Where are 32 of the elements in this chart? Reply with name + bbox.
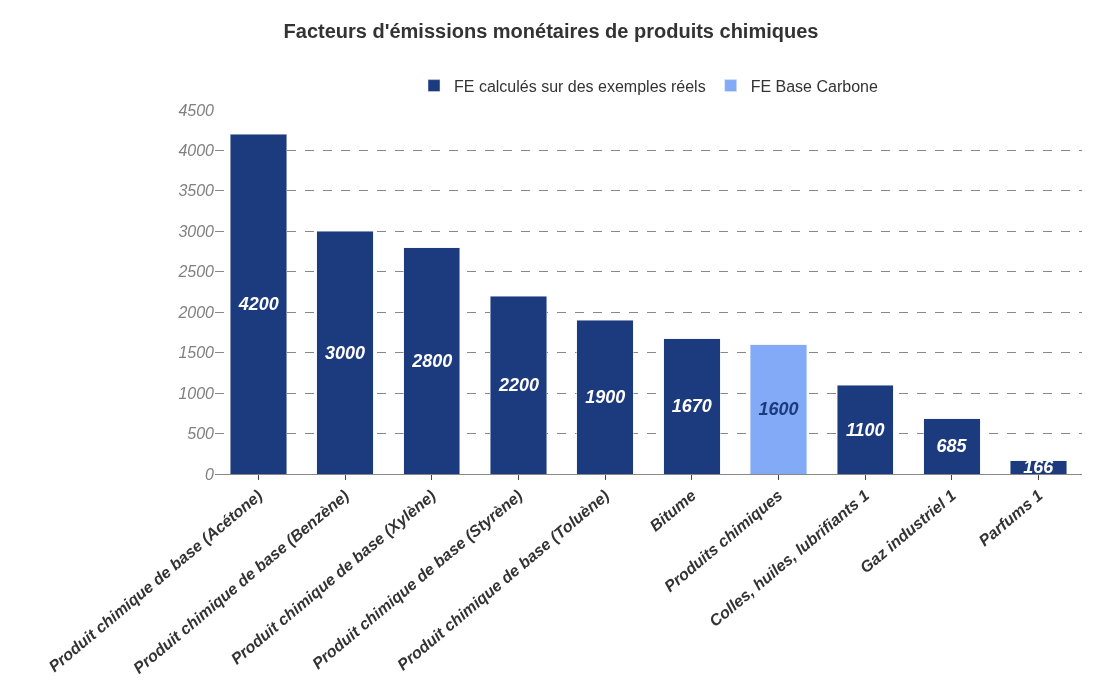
y-tick-label: 3000: [178, 222, 215, 240]
y-tick-label: 2000: [177, 303, 215, 321]
data-label: 685: [936, 436, 968, 457]
bar: [316, 231, 374, 474]
data-label: 1900: [585, 387, 626, 408]
y-tick-label: 500: [187, 425, 215, 443]
y-tick-label: 3500: [178, 182, 215, 200]
data-label: 1100: [845, 419, 885, 440]
bar: [490, 295, 547, 474]
legend-label: FE calculés sur des exemples réels: [454, 77, 706, 95]
bar: [923, 418, 981, 474]
data-label: 2200: [497, 375, 539, 396]
bar: [836, 384, 894, 474]
y-tick-label: 2500: [177, 263, 215, 281]
y-tick-label: 1000: [178, 384, 215, 402]
legend-label: FE Base Carbone: [750, 77, 878, 95]
y-tick-label: 1500: [178, 344, 215, 362]
data-label: 166: [1023, 457, 1055, 478]
bar: [750, 344, 807, 474]
y-tick-label: 4500: [178, 101, 215, 119]
data-label: 3000: [325, 342, 366, 363]
bar: [663, 338, 721, 474]
data-label: 1600: [758, 399, 799, 420]
bar: [229, 134, 287, 474]
y-tick-label: 4000: [178, 142, 215, 160]
chart-title: Facteurs d'émissions monétaires de produits chimiques: [283, 20, 819, 43]
data-label: 1670: [671, 396, 712, 417]
y-tick-label: 0: [205, 465, 215, 483]
data-label: 4200: [237, 294, 279, 315]
bar: [403, 247, 461, 474]
data-label: 2800: [411, 350, 453, 371]
bar: [576, 320, 634, 474]
